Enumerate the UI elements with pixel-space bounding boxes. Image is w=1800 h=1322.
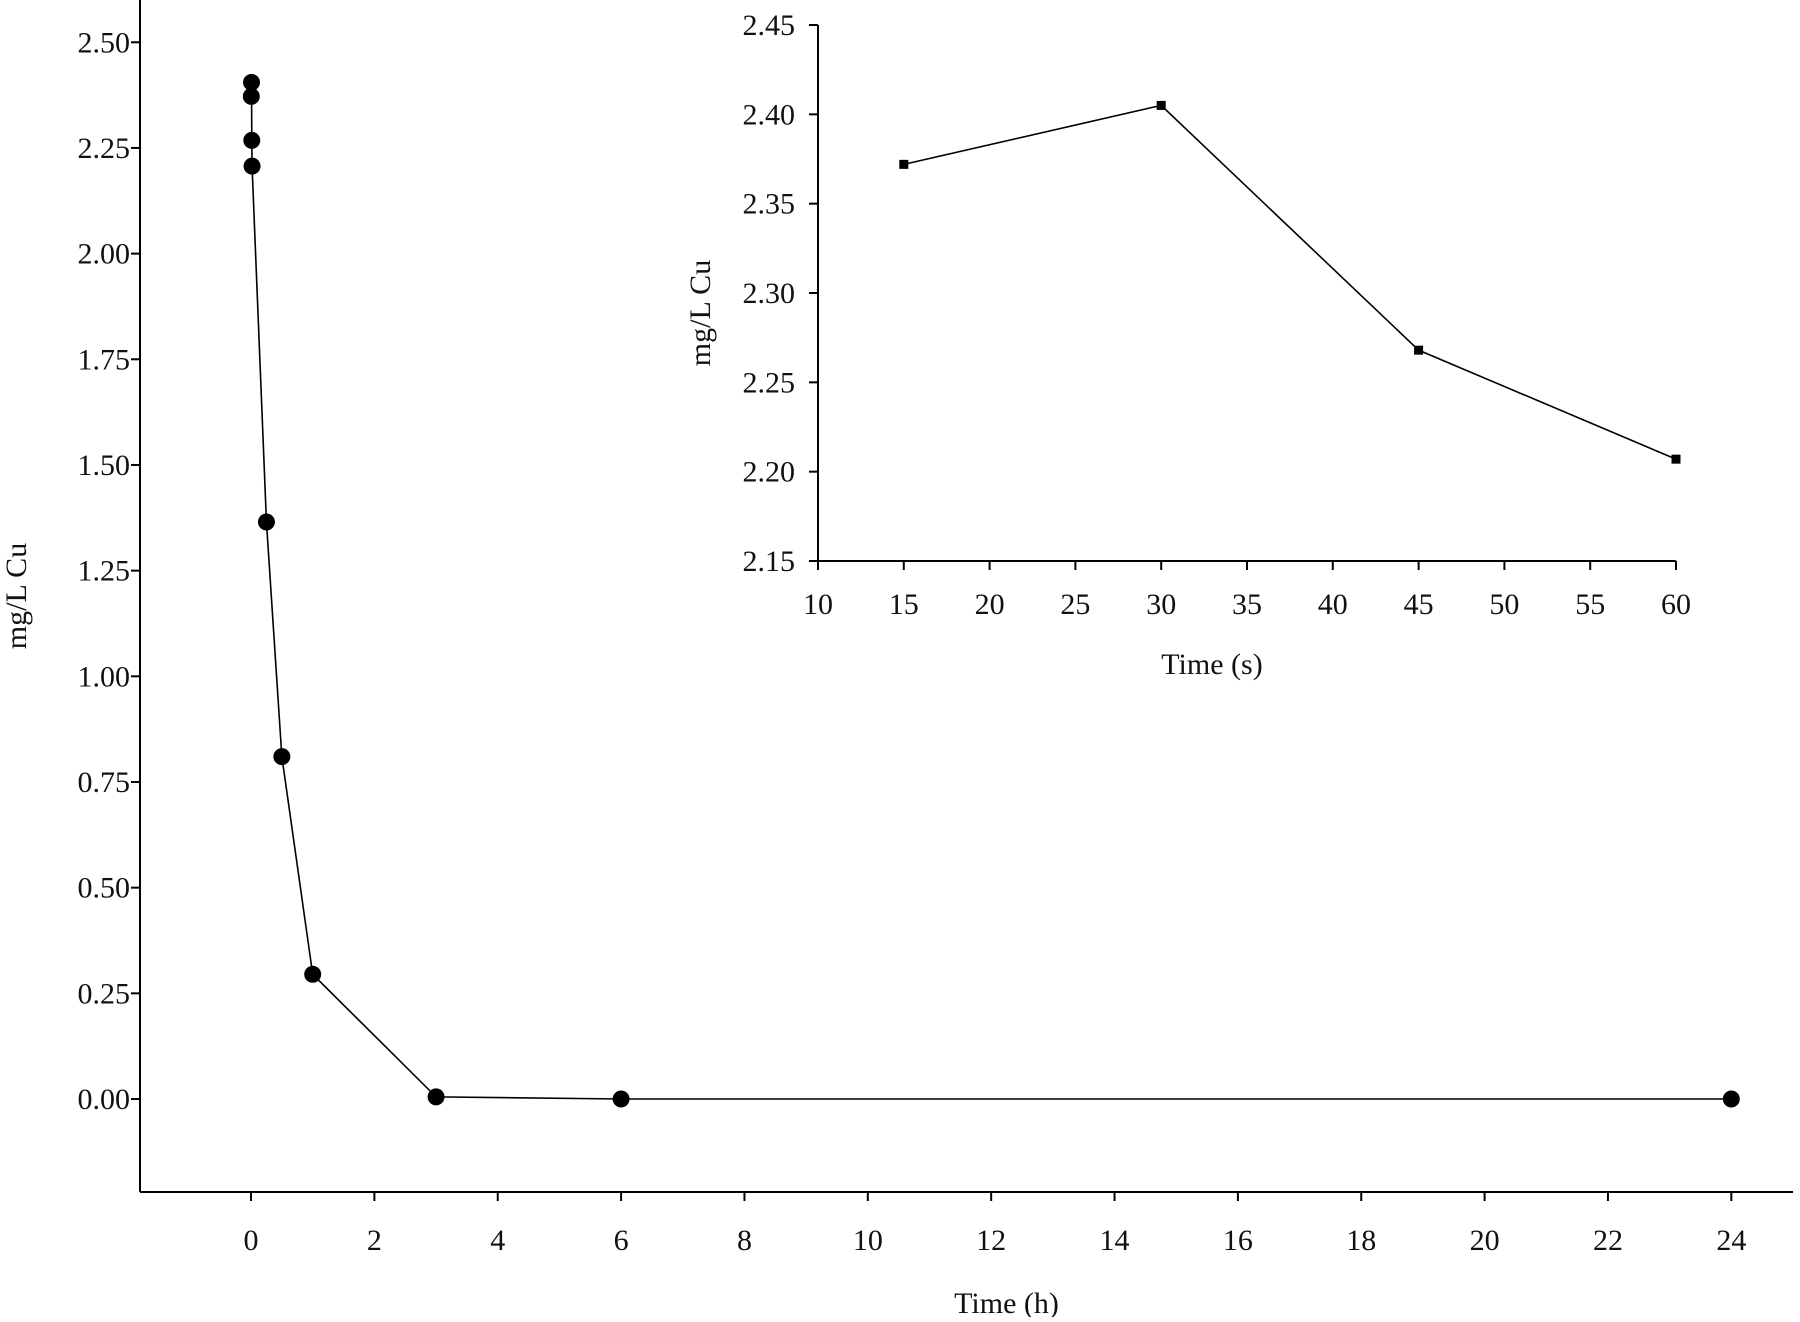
main-x-tick-label: 16 (1223, 1224, 1253, 1257)
inset-y-tick-label: 2.35 (743, 188, 796, 221)
main-series-line (250, 82, 1732, 1100)
inset-x-tick-label: 25 (1060, 588, 1090, 621)
main-y-tick-label: 0.75 (78, 766, 131, 799)
main-x-tick-label: 24 (1716, 1224, 1746, 1257)
inset-y-tick-label: 2.45 (743, 9, 796, 42)
inset-x-tick-label: 50 (1489, 588, 1519, 621)
main-data-point (243, 73, 261, 91)
main-x-axis-label: Time (h) (954, 1287, 1059, 1317)
inset-x-axis-label: Time (s) (1161, 648, 1262, 681)
main-data-point (243, 157, 261, 175)
main-x-tick-label: 20 (1470, 1224, 1500, 1257)
inset-x-tick-label: 15 (889, 588, 919, 621)
main-x-tick-label: 2 (367, 1224, 382, 1257)
inset-y-axis-label: mg/L Cu (684, 260, 717, 366)
inset-x-tick-label: 30 (1146, 588, 1176, 621)
inset-data-point (1671, 454, 1681, 464)
main-data-point (304, 965, 322, 983)
main-x-tick-label: 22 (1593, 1224, 1623, 1257)
inset-x-tick-label: 10 (803, 588, 833, 621)
main-x-tick-label: 14 (1100, 1224, 1130, 1257)
main-y-tick-label: 1.25 (78, 555, 131, 588)
main-data-point (242, 87, 260, 105)
main-data-point (427, 1088, 445, 1106)
main-x-tick-label: 0 (244, 1224, 259, 1257)
main-data-point (257, 513, 275, 531)
inset-y-tick-label: 2.15 (743, 545, 796, 578)
inset-x-tick-label: 40 (1318, 588, 1348, 621)
inset-x-tick-label: 20 (975, 588, 1005, 621)
main-y-tick-label: 0.00 (78, 1083, 131, 1116)
main-y-tick-label: 0.25 (78, 977, 131, 1010)
main-y-tick-label: 0.50 (78, 872, 131, 905)
main-y-axis-label: mg/L Cu (0, 543, 33, 649)
main-x-tick-label: 18 (1346, 1224, 1376, 1257)
main-y-tick-label: 1.00 (78, 660, 131, 693)
inset-y-tick-label: 2.40 (743, 98, 796, 131)
inset-data-point (1156, 100, 1166, 110)
inset-chart: 2.15 2.20 2.25 2.30 2.35 2.40 2.45 10 15 20 25 30 35… (684, 9, 1691, 681)
main-x-tick-label: 10 (853, 1224, 883, 1257)
main-data-point (612, 1090, 630, 1108)
inset-data-point (899, 159, 909, 169)
main-y-tick-label: 1.50 (78, 449, 131, 482)
inset-x-tick-label: 35 (1232, 588, 1262, 621)
main-data-point (1722, 1090, 1740, 1108)
main-y-tick-label: 2.00 (78, 238, 131, 271)
main-data-point (243, 131, 261, 149)
inset-data-point (1414, 345, 1424, 355)
main-y-tick-label: 2.25 (78, 132, 131, 165)
main-y-tick-label: 2.50 (78, 26, 131, 59)
main-x-tick-label: 4 (490, 1224, 505, 1257)
inset-series-line (903, 104, 1677, 460)
main-data-point (273, 748, 291, 766)
inset-x-tick-label: 60 (1661, 588, 1691, 621)
main-y-tick-label: 1.75 (78, 343, 131, 376)
inset-y-tick-label: 2.25 (743, 366, 796, 399)
inset-y-tick-label: 2.20 (743, 456, 796, 489)
main-x-tick-label: 6 (614, 1224, 629, 1257)
main-x-tick-label: 12 (976, 1224, 1006, 1257)
main-x-tick-label: 8 (737, 1224, 752, 1257)
inset-x-tick-label: 45 (1404, 588, 1434, 621)
inset-x-tick-label: 55 (1575, 588, 1605, 621)
inset-y-tick-label: 2.30 (743, 277, 796, 310)
